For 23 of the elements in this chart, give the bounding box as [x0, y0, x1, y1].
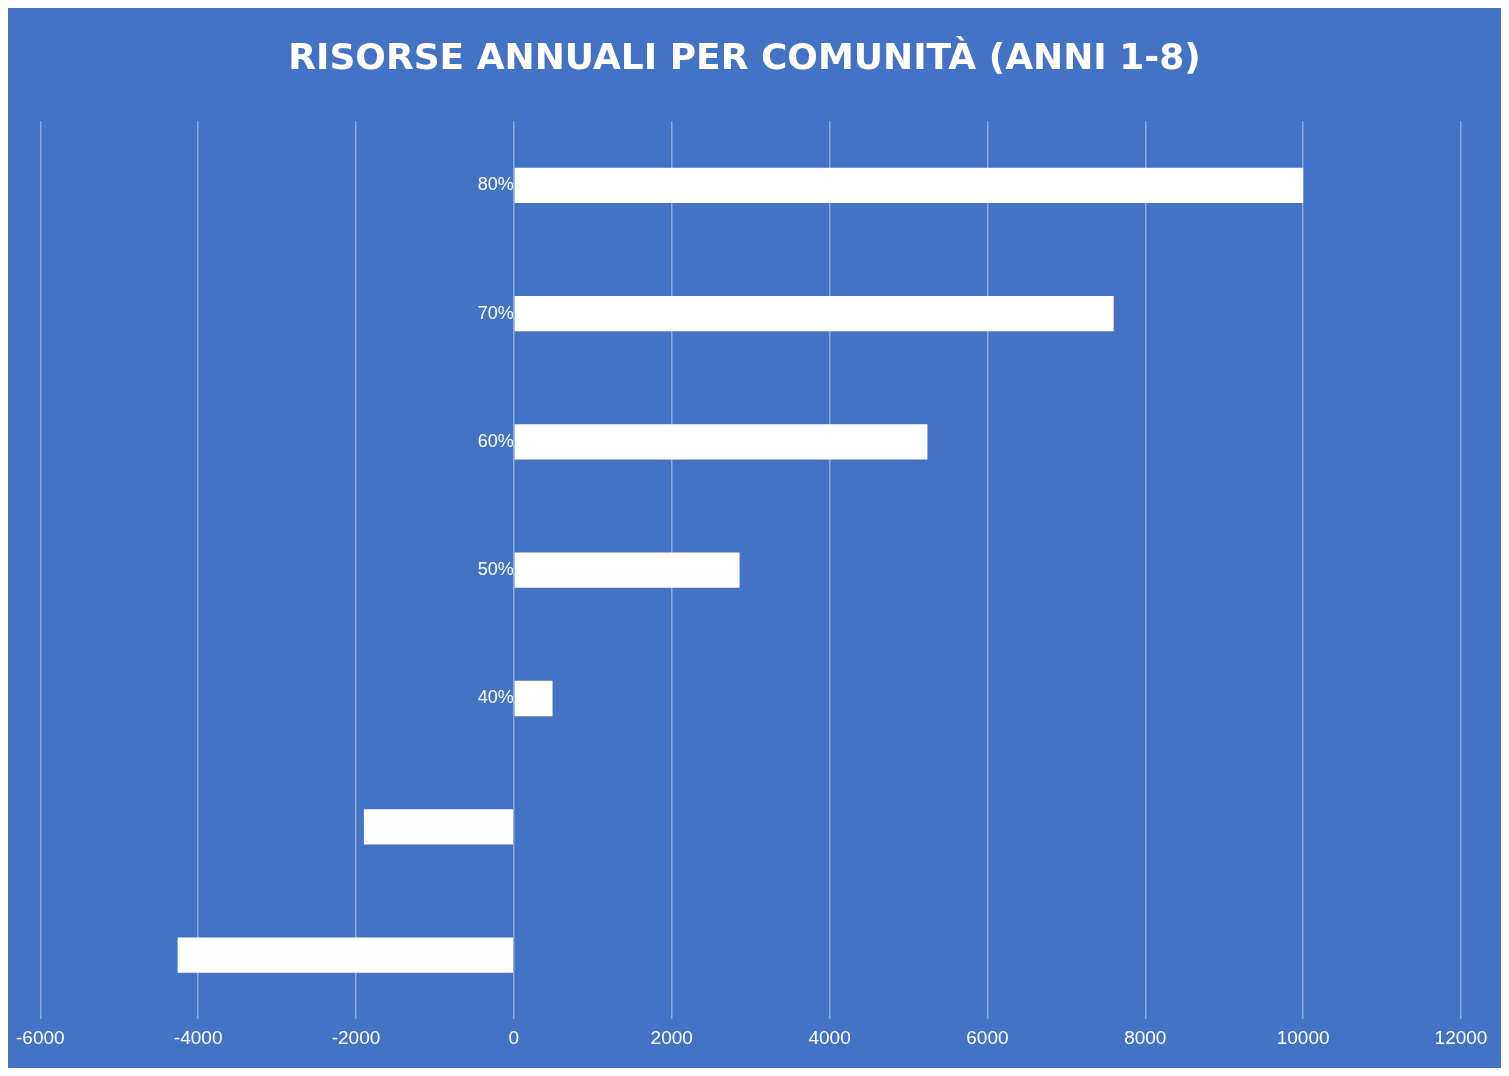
x-tick-label: 10000: [1276, 1026, 1330, 1048]
y-tick-label: 60%: [477, 430, 514, 451]
x-tick-label: 6000: [966, 1026, 1009, 1048]
y-tick-label: 40%: [477, 687, 514, 708]
bar: [514, 424, 928, 460]
x-tick-label: -2000: [331, 1026, 381, 1048]
bar: [514, 552, 740, 588]
y-tick-label: 50%: [477, 559, 514, 580]
x-tick-label: 12000: [1434, 1026, 1488, 1048]
bar: [514, 167, 1304, 203]
y-tick-label: 80%: [477, 174, 514, 195]
bar: [177, 937, 514, 973]
bar: [363, 809, 514, 845]
x-tick-label: -4000: [173, 1026, 223, 1048]
x-tick-label: -6000: [15, 1026, 65, 1048]
bar: [514, 295, 1114, 332]
x-tick-label: 2000: [650, 1026, 693, 1048]
x-tick-label: 8000: [1124, 1026, 1167, 1048]
x-tick-label: 0: [508, 1026, 520, 1048]
y-tick-label: 70%: [477, 302, 514, 323]
chart-title: RISORSE ANNUALI PER COMUNITÀ (ANNI 1-8): [288, 35, 1201, 77]
x-tick-label: 4000: [808, 1026, 851, 1048]
bar: [514, 680, 553, 717]
